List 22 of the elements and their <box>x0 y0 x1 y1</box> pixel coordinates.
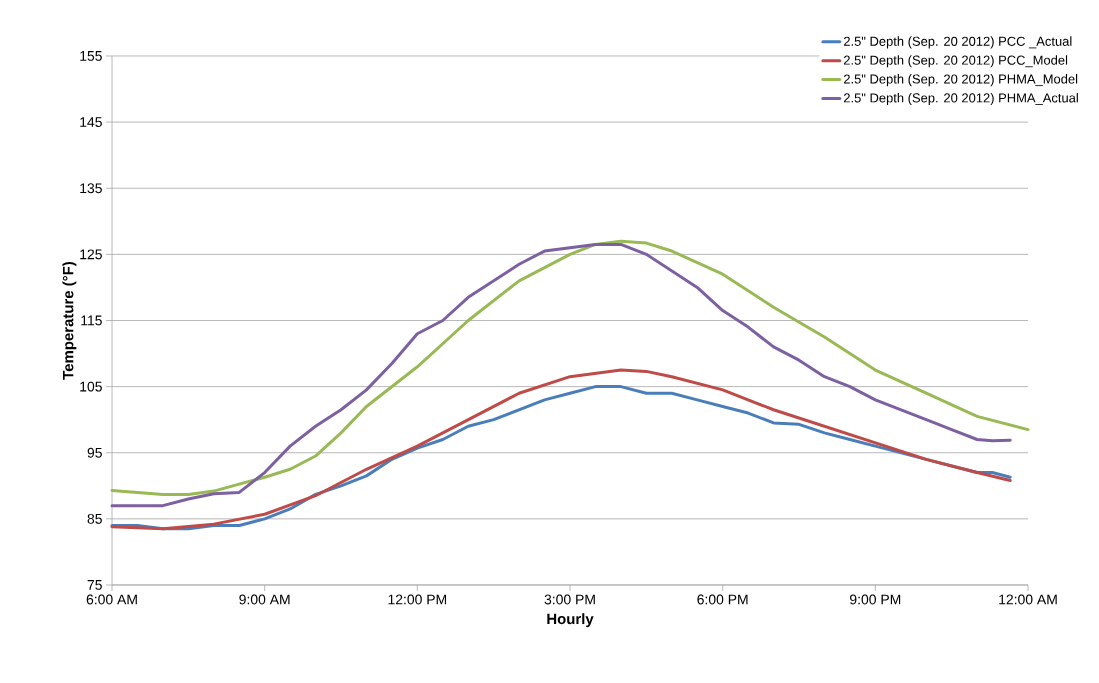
x-tick-label: 6:00 AM <box>86 594 137 605</box>
y-axis-title: Temperature (°F) <box>62 261 77 380</box>
legend-label: 2.5" Depth (Sep. 20 2012) PCC_Model <box>843 55 1068 68</box>
y-tick-label: 125 <box>80 249 102 260</box>
legend-label: 2.5" Depth (Sep. 20 2012) PHMA_Actual <box>843 92 1078 106</box>
x-axis-title: Hourly <box>547 613 594 628</box>
x-tick-label: 9:00 PM <box>850 594 901 605</box>
x-tick-label: 12:00 AM <box>999 594 1057 605</box>
x-tick-label: 6:00 PM <box>697 594 748 605</box>
x-tick-label: 3:00 PM <box>544 594 595 605</box>
y-tick-label: 105 <box>80 381 102 392</box>
x-tick-label: 12:00 PM <box>388 594 447 605</box>
y-tick-label: 75 <box>87 580 102 590</box>
y-tick-label: 145 <box>80 117 102 127</box>
y-tick-label: 95 <box>87 447 102 458</box>
y-tick-label: 135 <box>80 183 102 194</box>
x-tick-label: 9:00 AM <box>239 594 290 605</box>
legend-label: 2.5" Depth (Sep. 20 2012) PCC _Actual <box>843 36 1072 49</box>
y-tick-label: 85 <box>87 513 102 524</box>
y-tick-label: 155 <box>80 51 102 61</box>
y-tick-label: 115 <box>81 315 102 326</box>
legend-label: 2.5" Depth (Sep. 20 2012) PHMA_Model <box>843 74 1078 87</box>
